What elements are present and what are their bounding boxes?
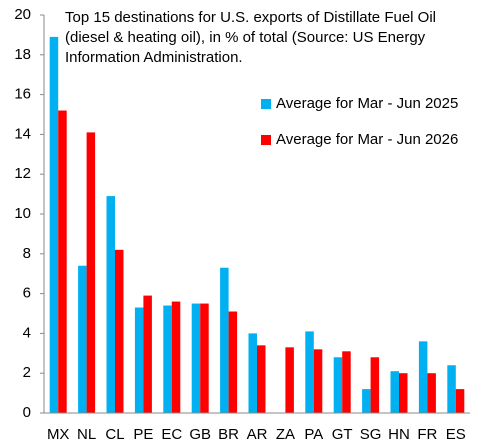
bar (455, 389, 465, 413)
y-tick-label: 4 (23, 324, 31, 341)
bar (220, 267, 229, 413)
x-tick-label: HN (388, 426, 410, 443)
x-tick-label: GB (189, 426, 211, 443)
bar (370, 357, 380, 413)
bar (106, 196, 115, 413)
bar (333, 357, 343, 413)
x-tick-label: PA (304, 426, 323, 443)
y-tick-label: 10 (14, 205, 31, 222)
y-tick-label: 6 (23, 285, 31, 302)
x-tick-label: CL (105, 426, 124, 443)
x-tick-label: EC (161, 426, 182, 443)
bar (86, 132, 96, 413)
y-tick-label: 18 (14, 46, 31, 63)
bar (362, 389, 371, 413)
bar (427, 373, 436, 413)
bar (228, 311, 238, 413)
bar (171, 301, 181, 413)
bar (78, 265, 87, 413)
bar (248, 333, 257, 413)
chart-title: Top 15 destinations for U.S. exports of … (65, 9, 437, 66)
x-tick-label: ZA (276, 426, 295, 443)
x-tick-label: PE (133, 426, 153, 443)
bar (191, 303, 201, 413)
bar (143, 295, 152, 413)
bar (447, 365, 456, 413)
bar (313, 349, 323, 413)
bar (285, 347, 294, 413)
bar (134, 307, 144, 413)
x-tick-label: AR (247, 426, 268, 443)
bar (399, 373, 408, 413)
bar (418, 341, 428, 413)
bar (257, 345, 266, 413)
bar (163, 305, 172, 413)
legend-label: Average for Mar - Jun 2025 (276, 95, 458, 112)
y-tick-label: 12 (14, 165, 31, 182)
y-tick-label: 8 (23, 245, 31, 262)
legend-swatch (261, 99, 271, 109)
bar (390, 371, 399, 413)
bar (200, 303, 209, 413)
x-tick-label: FR (417, 426, 437, 443)
x-tick-label: SG (360, 426, 382, 443)
bar (58, 110, 67, 414)
y-tick-label: 2 (23, 364, 31, 381)
y-tick-label: 0 (23, 404, 31, 421)
x-tick-label: NL (77, 426, 96, 443)
x-tick-label: MX (47, 426, 70, 443)
bar (305, 331, 314, 413)
x-tick-label: BR (218, 426, 239, 443)
y-tick-label: 16 (14, 86, 31, 103)
bar (115, 249, 124, 413)
bar (49, 36, 59, 413)
legend-swatch (261, 135, 271, 145)
y-tick-label: 20 (14, 6, 31, 23)
x-tick-label: GT (332, 426, 353, 443)
x-tick-label: ES (446, 426, 466, 443)
y-tick-label: 14 (14, 125, 31, 142)
legend-label: Average for Mar - Jun 2026 (276, 131, 458, 148)
bar (342, 351, 351, 413)
